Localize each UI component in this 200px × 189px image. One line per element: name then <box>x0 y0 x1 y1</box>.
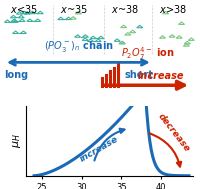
Text: $x$~38: $x$~38 <box>110 3 138 15</box>
Text: long: long <box>4 70 28 80</box>
Text: $x$>38: $x$>38 <box>158 3 186 15</box>
Text: $P_2O_7^{4-}$ ion: $P_2O_7^{4-}$ ion <box>120 46 174 62</box>
Text: $(PO_3^-)_n$ chain: $(PO_3^-)_n$ chain <box>43 39 113 54</box>
Text: $x$<35: $x$<35 <box>10 3 38 15</box>
Text: increase: increase <box>77 134 119 164</box>
Text: short: short <box>124 70 152 80</box>
Text: decrease: decrease <box>155 111 190 153</box>
Text: increase: increase <box>137 71 183 81</box>
Y-axis label: $\mu_H$: $\mu_H$ <box>11 133 23 148</box>
Text: $x$~35: $x$~35 <box>60 3 88 15</box>
